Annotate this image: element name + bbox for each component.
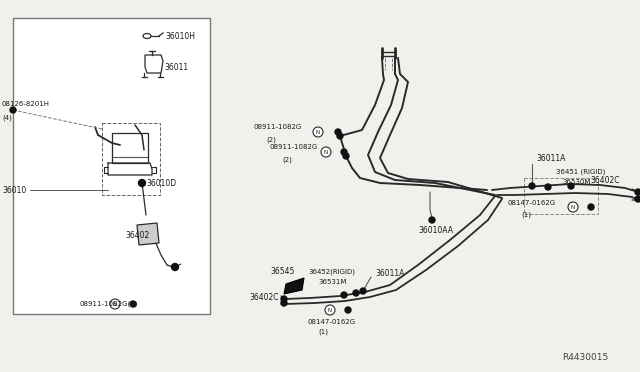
- Polygon shape: [284, 278, 304, 294]
- Text: R4430015: R4430015: [562, 353, 608, 362]
- Text: 36531M: 36531M: [318, 279, 346, 285]
- Circle shape: [313, 127, 323, 137]
- Text: 36010H: 36010H: [165, 32, 195, 41]
- Text: N: N: [328, 308, 332, 312]
- Text: 08126-8201H: 08126-8201H: [2, 101, 50, 107]
- Circle shape: [325, 305, 335, 315]
- Bar: [524, 178, 598, 214]
- Circle shape: [529, 183, 535, 189]
- Circle shape: [588, 204, 594, 210]
- Circle shape: [341, 149, 347, 155]
- Circle shape: [341, 292, 347, 298]
- Text: (1): (1): [521, 212, 531, 218]
- Circle shape: [635, 196, 640, 202]
- Text: N: N: [571, 205, 575, 209]
- Text: N: N: [113, 301, 117, 307]
- Ellipse shape: [143, 33, 151, 38]
- Circle shape: [110, 299, 120, 309]
- Circle shape: [353, 290, 359, 296]
- Polygon shape: [137, 223, 159, 245]
- Text: 36010D: 36010D: [146, 179, 176, 187]
- Text: N: N: [324, 150, 328, 154]
- Text: (4): (4): [2, 115, 12, 121]
- Circle shape: [429, 217, 435, 223]
- Circle shape: [130, 301, 136, 307]
- Text: 36402: 36402: [125, 231, 149, 240]
- Text: 36011A: 36011A: [375, 269, 404, 278]
- Text: 36010: 36010: [2, 186, 26, 195]
- Circle shape: [568, 183, 574, 189]
- Text: 36010AA: 36010AA: [418, 225, 453, 234]
- Circle shape: [345, 307, 351, 313]
- Circle shape: [281, 296, 287, 302]
- Text: 36452(RIGID): 36452(RIGID): [308, 269, 355, 275]
- Circle shape: [360, 288, 366, 294]
- Bar: [13, 18, 210, 314]
- Bar: [112, 133, 148, 163]
- Bar: [102, 123, 160, 195]
- Circle shape: [337, 133, 343, 139]
- Text: 36545: 36545: [270, 267, 294, 276]
- Text: (2): (2): [266, 137, 276, 143]
- Text: 08911-1082G: 08911-1082G: [253, 124, 301, 130]
- Circle shape: [281, 300, 287, 306]
- Circle shape: [343, 153, 349, 159]
- Text: 36451 (RIGID): 36451 (RIGID): [556, 169, 605, 175]
- Text: (1): (1): [318, 329, 328, 335]
- Text: 08911-10B2G(2): 08911-10B2G(2): [80, 301, 138, 307]
- Text: 08911-1082G: 08911-1082G: [269, 144, 317, 150]
- Text: 36402C: 36402C: [590, 176, 620, 185]
- Circle shape: [545, 184, 551, 190]
- Circle shape: [335, 129, 341, 135]
- Circle shape: [172, 263, 179, 270]
- Circle shape: [321, 147, 331, 157]
- Circle shape: [10, 107, 16, 113]
- Text: 36011: 36011: [164, 62, 188, 71]
- Circle shape: [138, 180, 145, 186]
- Text: 08147-0162G: 08147-0162G: [308, 319, 356, 325]
- Text: (2): (2): [282, 157, 292, 163]
- Text: 36530M: 36530M: [562, 179, 590, 185]
- Circle shape: [568, 202, 578, 212]
- Text: N: N: [316, 129, 320, 135]
- Text: 08147-0162G: 08147-0162G: [508, 200, 556, 206]
- Text: 36402C: 36402C: [249, 292, 278, 301]
- Circle shape: [635, 189, 640, 195]
- Text: 36011A: 36011A: [536, 154, 565, 163]
